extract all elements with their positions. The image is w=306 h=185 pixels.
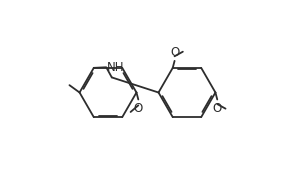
Text: O: O (134, 102, 143, 115)
Text: NH: NH (107, 61, 124, 74)
Text: O: O (170, 46, 179, 59)
Text: O: O (213, 102, 222, 115)
